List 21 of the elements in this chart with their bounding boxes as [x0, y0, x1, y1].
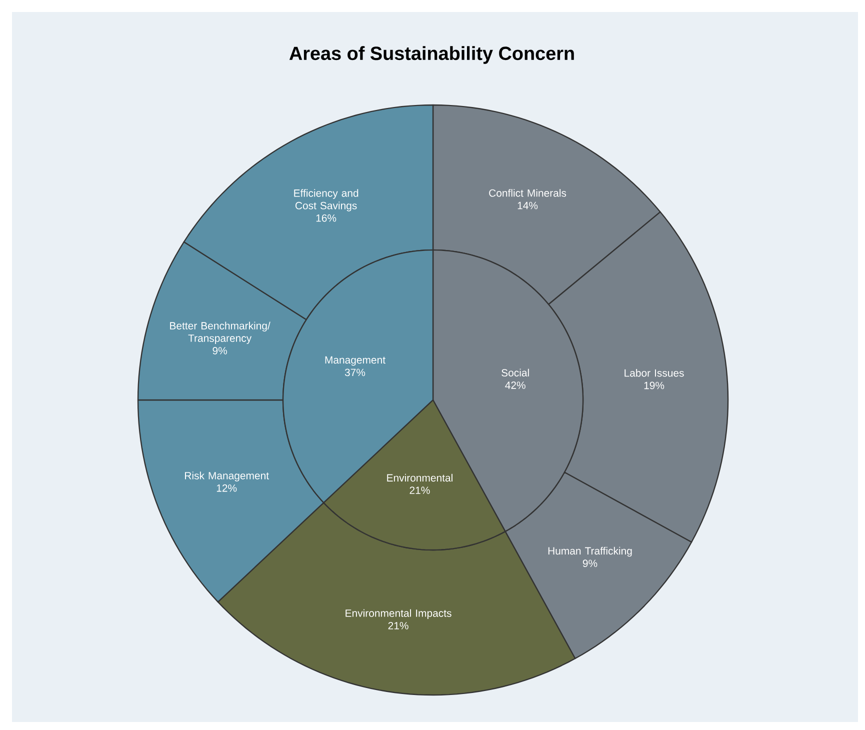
slice-label: Environmental [387, 474, 452, 482]
data-label: 9% [582, 560, 598, 568]
data-label: 14% [518, 202, 538, 210]
slice-label: Social [502, 368, 529, 376]
data-label: 16% [316, 214, 336, 222]
slice-label: Efficiency and Cost Savings [294, 189, 358, 212]
data-label: 21% [388, 622, 408, 630]
slice-label: Environmental Impacts [346, 609, 452, 619]
data-label: 12% [216, 484, 237, 492]
data-label: 37% [344, 368, 366, 376]
slice-label: Conflict Minerals [489, 189, 566, 197]
slice-label: Better Benchmarking/ Transparency [170, 322, 270, 344]
slice-label: Labor Issues [624, 369, 684, 377]
data-label: 21% [410, 486, 430, 494]
data-label: 42% [505, 382, 526, 389]
data-label: 19% [644, 382, 664, 390]
slice-label: Human Trafficking [548, 546, 632, 557]
slice-label: Risk Management [185, 472, 269, 482]
data-label: 9% [212, 346, 227, 354]
slice-label: Management [325, 356, 386, 366]
chart-title: Areas of Sustainability Concern [289, 46, 574, 64]
